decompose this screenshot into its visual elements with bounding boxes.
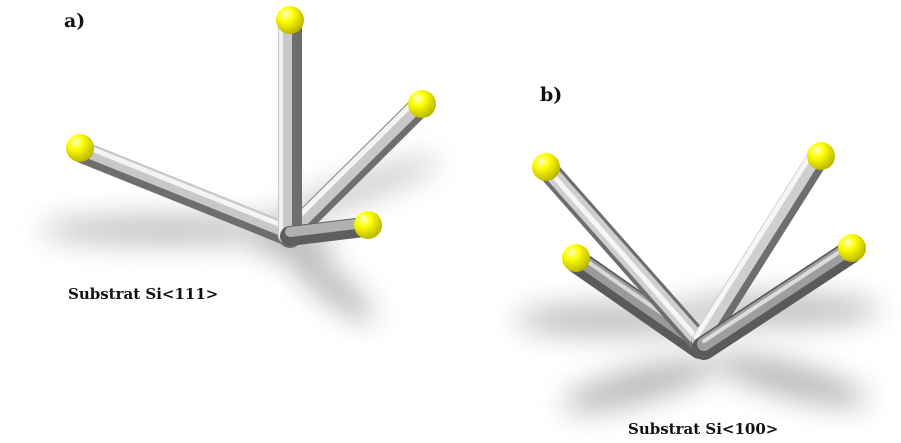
sphere-icon <box>532 153 560 181</box>
panel-b-spheres <box>532 142 866 272</box>
panel-a-ground-shadow <box>40 157 440 322</box>
panel-a-spheres <box>66 6 436 239</box>
panel-b-label: b) <box>540 84 563 106</box>
rod-icon <box>71 140 297 245</box>
rod-icon <box>537 158 711 353</box>
panel-b-rods <box>537 147 862 360</box>
panel-a-rods <box>71 10 431 248</box>
panel-b-si100-structure <box>515 142 880 411</box>
rod-icon <box>284 95 431 241</box>
rod-icon <box>280 217 374 246</box>
sphere-icon <box>838 234 866 262</box>
sphere-icon <box>807 142 835 170</box>
rod-icon <box>692 240 862 360</box>
panel-b-caption: Substrat Si<100> <box>628 420 779 438</box>
sphere-icon <box>66 134 94 162</box>
sphere-icon <box>562 244 590 272</box>
rod-icon <box>691 147 829 353</box>
sphere-icon <box>354 211 382 239</box>
sphere-icon <box>408 90 436 118</box>
sphere-icon <box>276 6 304 34</box>
panel-a-si111-structure <box>40 6 440 322</box>
panel-a-label: a) <box>64 10 86 32</box>
panel-a-caption: Substrat Si<111> <box>68 285 219 303</box>
rod-icon <box>278 10 302 248</box>
